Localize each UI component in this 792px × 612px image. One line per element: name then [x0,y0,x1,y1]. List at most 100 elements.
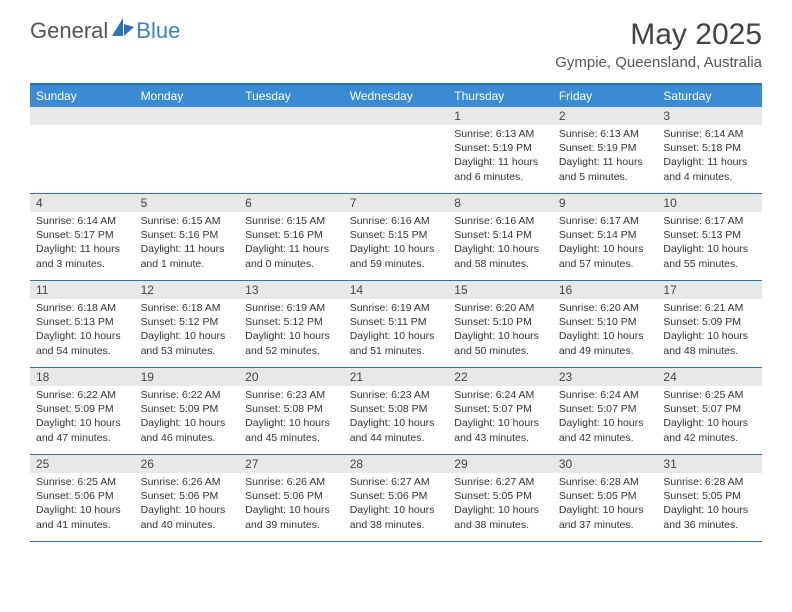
weekday-label: Sunday [30,85,135,107]
weekday-label: Tuesday [239,85,344,107]
daylight-text: Daylight: 10 hours and 52 minutes. [245,329,338,357]
day-cell: 12Sunrise: 6:18 AMSunset: 5:12 PMDayligh… [135,281,240,367]
sunset-text: Sunset: 5:15 PM [350,228,443,242]
day-info: Sunrise: 6:14 AMSunset: 5:17 PMDaylight:… [30,212,135,275]
daylight-text: Daylight: 10 hours and 45 minutes. [245,416,338,444]
day-number: 28 [344,455,449,473]
weekday-label: Wednesday [344,85,449,107]
sunrise-text: Sunrise: 6:14 AM [663,127,756,141]
sunrise-text: Sunrise: 6:27 AM [350,475,443,489]
day-number [135,107,240,125]
day-number [239,107,344,125]
sunset-text: Sunset: 5:12 PM [141,315,234,329]
day-info: Sunrise: 6:21 AMSunset: 5:09 PMDaylight:… [657,299,762,362]
day-info: Sunrise: 6:23 AMSunset: 5:08 PMDaylight:… [239,386,344,449]
day-info: Sunrise: 6:13 AMSunset: 5:19 PMDaylight:… [448,125,553,188]
daylight-text: Daylight: 10 hours and 38 minutes. [350,503,443,531]
day-number: 22 [448,368,553,386]
sunrise-text: Sunrise: 6:15 AM [245,214,338,228]
day-cell: 3Sunrise: 6:14 AMSunset: 5:18 PMDaylight… [657,107,762,193]
day-info: Sunrise: 6:15 AMSunset: 5:16 PMDaylight:… [135,212,240,275]
day-cell: 2Sunrise: 6:13 AMSunset: 5:19 PMDaylight… [553,107,658,193]
day-cell [30,107,135,193]
sunset-text: Sunset: 5:16 PM [141,228,234,242]
sunrise-text: Sunrise: 6:19 AM [245,301,338,315]
brand-general: General [30,18,108,44]
day-cell: 7 Sunrise: 6:16 AMSunset: 5:15 PMDaylight… [344,194,449,280]
daylight-text: Daylight: 10 hours and 42 minutes. [559,416,652,444]
sunrise-text: Sunrise: 6:28 AM [559,475,652,489]
daylight-text: Daylight: 10 hours and 40 minutes. [141,503,234,531]
day-info: Sunrise: 6:27 AMSunset: 5:05 PMDaylight:… [448,473,553,536]
day-info: Sunrise: 6:26 AMSunset: 5:06 PMDaylight:… [135,473,240,536]
page-header: General Blue May 2025 Gympie, Queensland… [0,0,792,75]
daylight-text: Daylight: 11 hours and 4 minutes. [663,155,756,183]
day-info: Sunrise: 6:19 AMSunset: 5:12 PMDaylight:… [239,299,344,362]
day-info: Sunrise: 6:19 AMSunset: 5:11 PMDaylight:… [344,299,449,362]
sunset-text: Sunset: 5:10 PM [454,315,547,329]
day-number: 6 [239,194,344,212]
daylight-text: Daylight: 10 hours and 43 minutes. [454,416,547,444]
week-row: 4Sunrise: 6:14 AMSunset: 5:17 PMDaylight… [30,194,762,281]
daylight-text: Daylight: 10 hours and 49 minutes. [559,329,652,357]
sunset-text: Sunset: 5:07 PM [663,402,756,416]
day-number: 12 [135,281,240,299]
sunrise-text: Sunrise: 6:22 AM [141,388,234,402]
day-number: 30 [553,455,658,473]
sunrise-text: Sunrise: 6:27 AM [454,475,547,489]
sunset-text: Sunset: 5:06 PM [245,489,338,503]
sunrise-text: Sunrise: 6:14 AM [36,214,129,228]
day-number: 24 [657,368,762,386]
sunrise-text: Sunrise: 6:13 AM [454,127,547,141]
daylight-text: Daylight: 10 hours and 58 minutes. [454,242,547,270]
day-cell: 25Sunrise: 6:25 AMSunset: 5:06 PMDayligh… [30,455,135,541]
day-number: 11 [30,281,135,299]
day-number: 14 [344,281,449,299]
day-cell: 28Sunrise: 6:27 AMSunset: 5:06 PMDayligh… [344,455,449,541]
sunset-text: Sunset: 5:18 PM [663,141,756,155]
day-cell [344,107,449,193]
day-info: Sunrise: 6:17 AMSunset: 5:13 PMDaylight:… [657,212,762,275]
day-cell: 8Sunrise: 6:16 AMSunset: 5:14 PMDaylight… [448,194,553,280]
day-number: 10 [657,194,762,212]
day-info: Sunrise: 6:14 AMSunset: 5:18 PMDaylight:… [657,125,762,188]
week-row: 25Sunrise: 6:25 AMSunset: 5:06 PMDayligh… [30,455,762,542]
day-number: 2 [553,107,658,125]
brand-blue: Blue [136,18,180,44]
day-cell: 5Sunrise: 6:15 AMSunset: 5:16 PMDaylight… [135,194,240,280]
weekday-header: Sunday Monday Tuesday Wednesday Thursday… [30,85,762,107]
daylight-text: Daylight: 11 hours and 3 minutes. [36,242,129,270]
day-number: 16 [553,281,658,299]
daylight-text: Daylight: 10 hours and 59 minutes. [350,242,443,270]
sunrise-text: Sunrise: 6:26 AM [245,475,338,489]
sunrise-text: Sunrise: 6:16 AM [350,214,443,228]
day-cell: 30Sunrise: 6:28 AMSunset: 5:05 PMDayligh… [553,455,658,541]
brand-logo: General Blue [30,18,180,44]
sunset-text: Sunset: 5:14 PM [454,228,547,242]
day-cell: 26Sunrise: 6:26 AMSunset: 5:06 PMDayligh… [135,455,240,541]
daylight-text: Daylight: 10 hours and 57 minutes. [559,242,652,270]
day-number: 7 [344,194,449,212]
day-cell: 22Sunrise: 6:24 AMSunset: 5:07 PMDayligh… [448,368,553,454]
day-number: 20 [239,368,344,386]
sunrise-text: Sunrise: 6:17 AM [559,214,652,228]
day-cell: 10Sunrise: 6:17 AMSunset: 5:13 PMDayligh… [657,194,762,280]
day-cell: 15Sunrise: 6:20 AMSunset: 5:10 PMDayligh… [448,281,553,367]
day-info: Sunrise: 6:13 AMSunset: 5:19 PMDaylight:… [553,125,658,188]
sunrise-text: Sunrise: 6:24 AM [454,388,547,402]
weekday-label: Friday [553,85,658,107]
weekday-label: Saturday [657,85,762,107]
weekday-label: Thursday [448,85,553,107]
daylight-text: Daylight: 10 hours and 47 minutes. [36,416,129,444]
day-cell: 24Sunrise: 6:25 AMSunset: 5:07 PMDayligh… [657,368,762,454]
day-info: Sunrise: 6:25 AMSunset: 5:06 PMDaylight:… [30,473,135,536]
day-number: 3 [657,107,762,125]
sunrise-text: Sunrise: 6:18 AM [36,301,129,315]
daylight-text: Daylight: 11 hours and 6 minutes. [454,155,547,183]
day-info: Sunrise: 6:20 AMSunset: 5:10 PMDaylight:… [448,299,553,362]
day-cell: 1Sunrise: 6:13 AMSunset: 5:19 PMDaylight… [448,107,553,193]
day-number: 9 [553,194,658,212]
sunset-text: Sunset: 5:13 PM [36,315,129,329]
week-row: 1Sunrise: 6:13 AMSunset: 5:19 PMDaylight… [30,107,762,194]
day-cell: 27Sunrise: 6:26 AMSunset: 5:06 PMDayligh… [239,455,344,541]
